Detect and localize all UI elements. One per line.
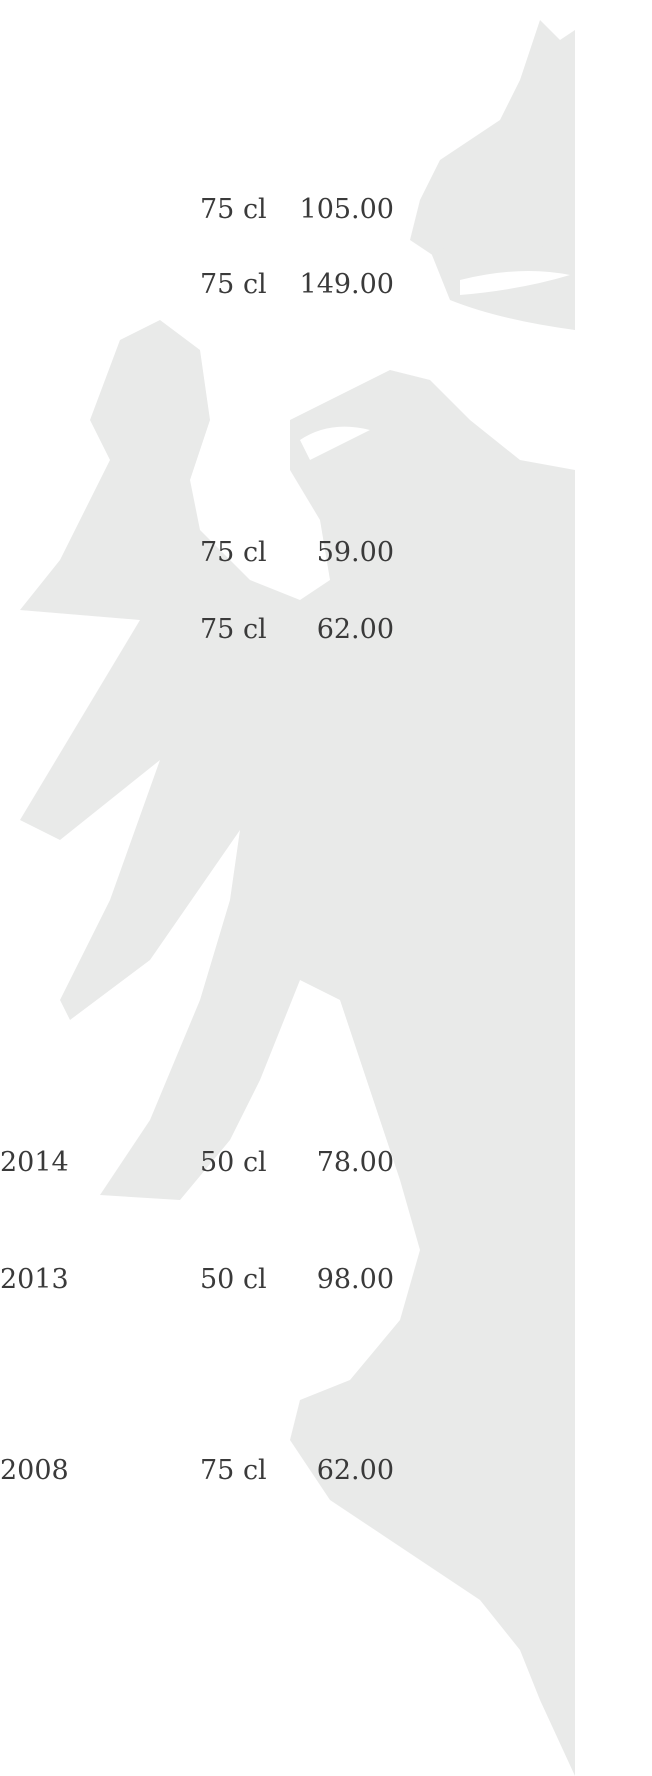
year: 2014 [0, 1147, 69, 1178]
year: 2008 [0, 1455, 69, 1486]
bottle-size: 75 cl [200, 194, 267, 225]
price: 62.00 [316, 1455, 394, 1486]
bottle-size: 75 cl [200, 1455, 267, 1486]
price: 62.00 [316, 614, 394, 645]
year: 2013 [0, 1264, 69, 1295]
price: 78.00 [316, 1147, 394, 1178]
price: 149.00 [299, 269, 394, 300]
bottle-size: 75 cl [200, 614, 267, 645]
bottle-size: 50 cl [200, 1264, 267, 1295]
bottle-size: 50 cl [200, 1147, 267, 1178]
price: 105.00 [299, 194, 394, 225]
price: 98.00 [316, 1264, 394, 1295]
price: 59.00 [316, 537, 394, 568]
bottle-size: 75 cl [200, 537, 267, 568]
bottle-size: 75 cl [200, 269, 267, 300]
